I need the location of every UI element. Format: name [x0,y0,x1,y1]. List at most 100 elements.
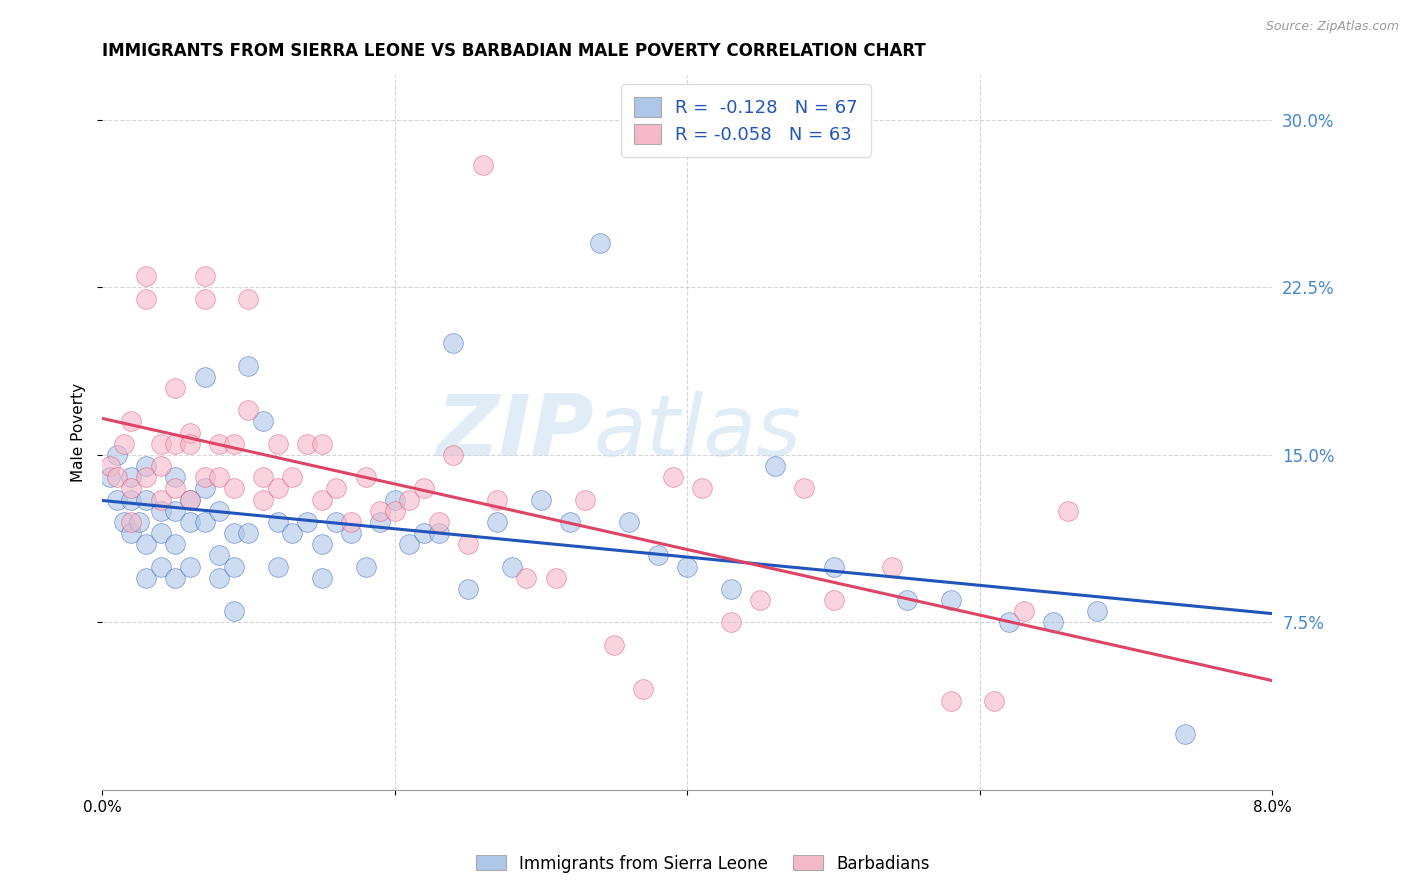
Point [530,492,553,507]
Point [939,593,962,607]
Point [647,549,669,563]
Point [194,292,217,306]
Text: atlas: atlas [593,391,801,474]
Point [165,504,187,518]
Y-axis label: Male Poverty: Male Poverty [72,383,86,482]
Point [368,515,391,529]
Point [252,470,274,484]
Point [208,549,231,563]
Point [165,481,187,495]
Point [267,559,290,574]
Point [252,492,274,507]
Point [486,492,509,507]
Legend: R =  -0.128   N = 67, R = -0.058   N = 63: R = -0.128 N = 67, R = -0.058 N = 63 [621,84,870,156]
Point [252,414,274,428]
Point [1174,727,1197,741]
Point [1056,504,1078,518]
Point [121,414,143,428]
Legend: Immigrants from Sierra Leone, Barbadians: Immigrants from Sierra Leone, Barbadians [470,848,936,880]
Text: IMMIGRANTS FROM SIERRA LEONE VS BARBADIAN MALE POVERTY CORRELATION CHART: IMMIGRANTS FROM SIERRA LEONE VS BARBADIA… [103,42,927,60]
Point [603,638,626,652]
Point [194,369,217,384]
Point [128,515,150,529]
Point [194,515,217,529]
Point [179,425,201,440]
Point [676,559,699,574]
Point [441,336,464,351]
Point [793,481,815,495]
Point [121,481,143,495]
Point [720,582,742,596]
Point [149,492,172,507]
Point [340,515,363,529]
Point [105,470,128,484]
Point [427,526,450,541]
Point [238,292,260,306]
Point [690,481,713,495]
Point [222,481,245,495]
Point [295,436,318,450]
Point [135,492,157,507]
Point [149,436,172,450]
Point [661,470,683,484]
Point [98,470,121,484]
Point [179,515,201,529]
Point [311,492,333,507]
Point [165,436,187,450]
Point [295,515,318,529]
Point [325,481,347,495]
Point [560,515,582,529]
Point [238,359,260,373]
Point [208,470,231,484]
Point [238,526,260,541]
Point [222,604,245,618]
Point [238,403,260,417]
Point [427,515,450,529]
Point [398,537,420,551]
Point [267,436,290,450]
Point [325,515,347,529]
Point [267,481,290,495]
Point [194,269,217,284]
Point [311,537,333,551]
Point [457,582,479,596]
Point [486,515,509,529]
Point [354,559,377,574]
Point [149,526,172,541]
Point [135,292,157,306]
Point [208,436,231,450]
Point [208,504,231,518]
Point [441,448,464,462]
Point [384,492,406,507]
Point [121,526,143,541]
Point [267,515,290,529]
Point [763,458,786,473]
Point [983,693,1005,707]
Point [633,682,655,697]
Point [135,537,157,551]
Point [165,537,187,551]
Point [544,571,567,585]
Point [617,515,640,529]
Point [98,458,121,473]
Point [208,571,231,585]
Point [515,571,537,585]
Point [149,504,172,518]
Text: ZIP: ZIP [436,391,593,474]
Point [135,269,157,284]
Point [939,693,962,707]
Point [194,470,217,484]
Point [281,526,304,541]
Point [1042,615,1064,630]
Point [368,504,391,518]
Point [588,235,610,250]
Point [880,559,903,574]
Point [222,526,245,541]
Point [165,571,187,585]
Point [354,470,377,484]
Point [121,492,143,507]
Point [720,615,742,630]
Text: Source: ZipAtlas.com: Source: ZipAtlas.com [1265,20,1399,33]
Point [135,470,157,484]
Point [149,458,172,473]
